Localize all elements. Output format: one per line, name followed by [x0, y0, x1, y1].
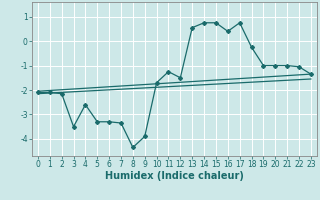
X-axis label: Humidex (Indice chaleur): Humidex (Indice chaleur) — [105, 171, 244, 181]
